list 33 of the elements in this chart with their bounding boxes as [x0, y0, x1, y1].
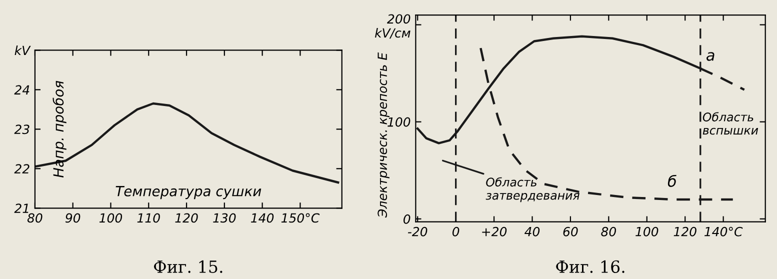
x-tick-label: 150°C	[281, 213, 320, 223]
x-tick-label: 140°C	[704, 226, 743, 236]
x-tick-label: 80	[27, 213, 42, 223]
x-tick-label: 60	[563, 226, 578, 236]
annotation: б	[668, 174, 676, 187]
y-tick-label: 24	[14, 85, 30, 94]
y-tick-label: 100	[388, 117, 410, 127]
y-axis-title: Электрическ. крепость E	[378, 52, 390, 218]
annotation: Область затвердевания	[486, 177, 580, 202]
x-axis-title: Температура сушки	[116, 186, 262, 200]
x-tick-label: 90	[65, 213, 80, 223]
x-tick-label: 100	[99, 213, 122, 223]
y-tick-label: 21	[14, 204, 28, 213]
x-tick-label: 130	[213, 213, 236, 223]
annotation: а	[706, 52, 714, 61]
x-tick-label: 110	[137, 213, 160, 223]
annotation: Область вспышки	[702, 112, 758, 135]
x-tick-label: +20	[482, 226, 507, 236]
x-tick-label: 40	[524, 226, 540, 236]
y-tick-label: kV	[14, 45, 31, 55]
x-tick-label: 100	[636, 226, 658, 236]
text: Фиг. 15.	[154, 260, 222, 273]
x-tick-label: 80	[601, 226, 616, 236]
x-tick-label: 140	[250, 213, 274, 223]
y-tick-label: 200 kV/см	[374, 14, 410, 39]
x-tick-label: 120	[175, 213, 198, 223]
x-tick-label: 0	[452, 226, 460, 236]
y-tick-label: 23	[14, 124, 30, 134]
y-tick-label: 22	[14, 164, 30, 174]
x-tick-label: -20	[408, 226, 428, 236]
text: Фиг. 16.	[556, 260, 624, 273]
x-tick-label: 120	[674, 226, 696, 236]
y-axis-title: Напр. пробоя	[52, 80, 66, 178]
